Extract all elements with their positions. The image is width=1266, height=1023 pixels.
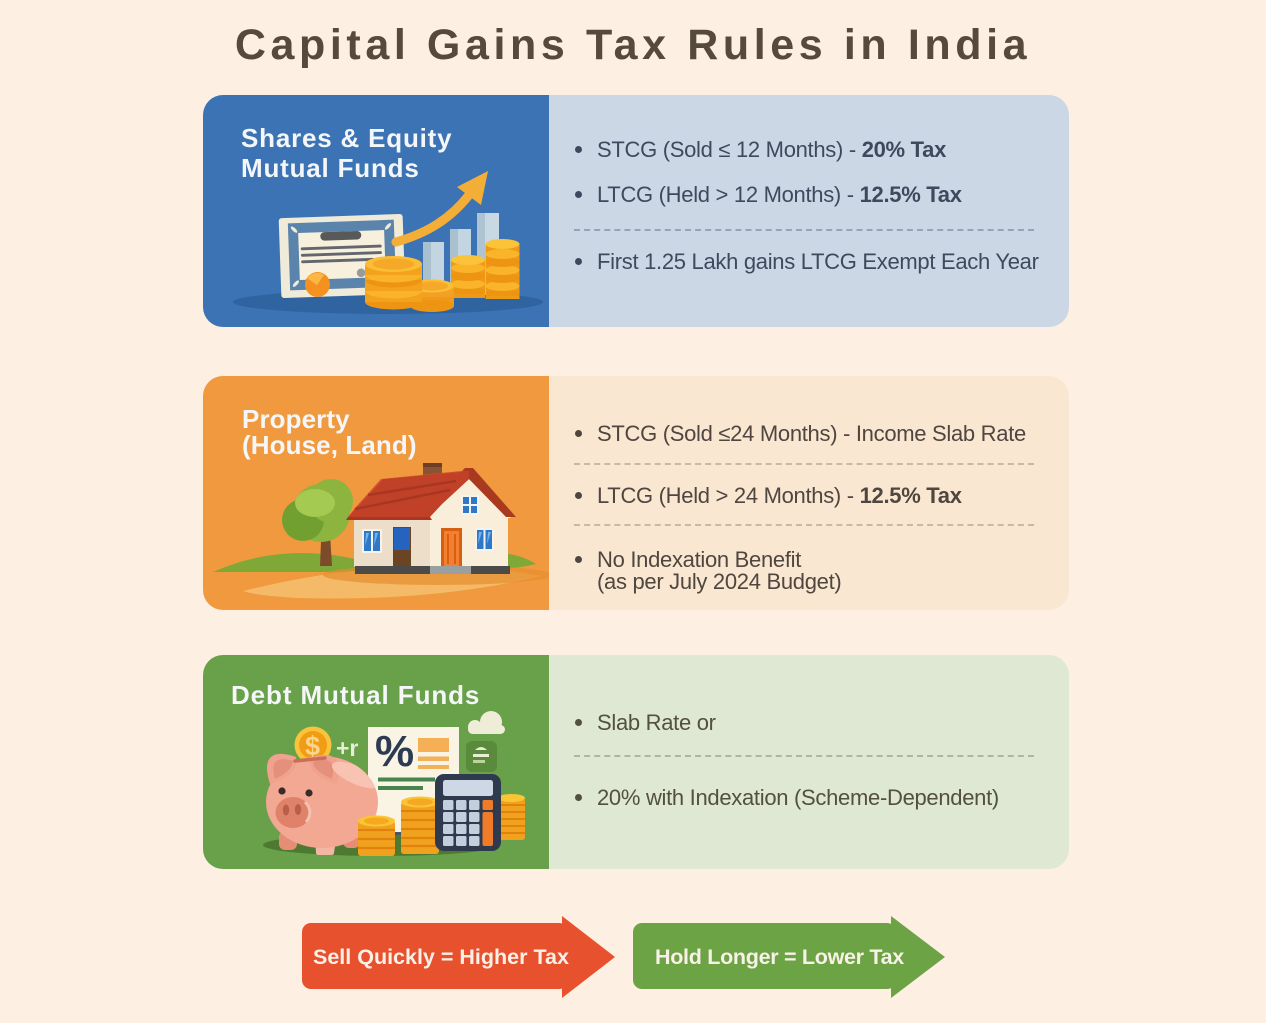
svg-text:%: % xyxy=(375,727,414,776)
svg-text:$: $ xyxy=(305,731,320,761)
svg-text:+r: +r xyxy=(336,735,358,761)
